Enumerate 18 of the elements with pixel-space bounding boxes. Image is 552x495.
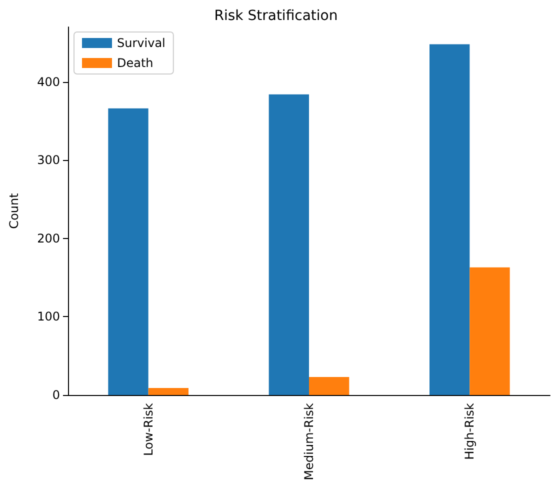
y-tick-label: 200	[37, 231, 60, 246]
bar	[108, 108, 148, 395]
y-tick-label: 0	[52, 388, 60, 402]
bar	[268, 94, 309, 395]
x-tick-label: Low-Risk	[141, 402, 156, 456]
y-tick-label: 400	[37, 74, 60, 89]
bar	[430, 44, 470, 395]
y-tick-label: 100	[37, 310, 60, 324]
bar	[148, 388, 188, 395]
x-tick-label: Medium-Risk	[302, 402, 316, 480]
legend-label: Survival	[117, 36, 166, 50]
x-tick-label: High-Risk	[462, 402, 477, 460]
y-tick-label: 300	[37, 153, 60, 168]
y-axis-title: Count	[7, 192, 21, 229]
legend-label: Death	[117, 56, 154, 70]
bar	[470, 267, 510, 395]
bar	[309, 376, 350, 395]
chart-title: Risk Stratification	[214, 8, 338, 24]
